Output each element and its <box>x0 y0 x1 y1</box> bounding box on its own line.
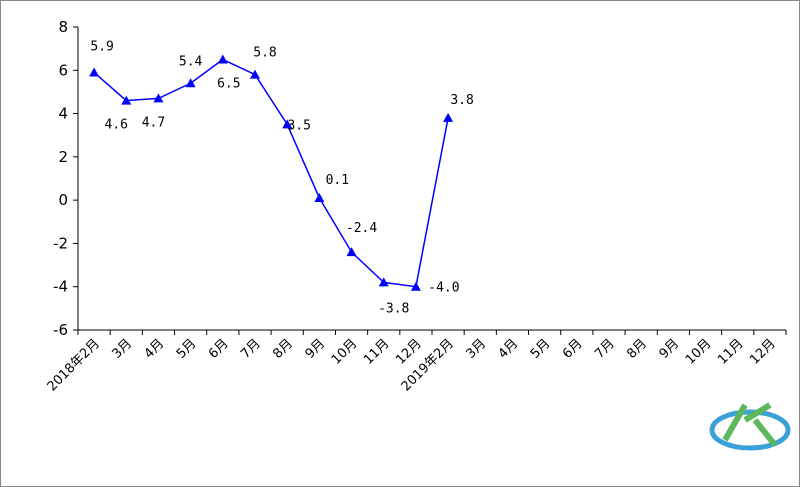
marker <box>89 67 100 77</box>
y-tick-label: 8 <box>58 18 68 36</box>
y-tick-label: 2 <box>58 148 68 166</box>
data-label: 6.5 <box>217 76 240 91</box>
data-label: 5.4 <box>179 54 203 69</box>
marker <box>378 277 389 287</box>
marker <box>443 112 454 122</box>
y-tick-label: 4 <box>58 105 68 123</box>
data-label: 3.5 <box>287 118 310 133</box>
y-tick-label: -2 <box>53 234 68 252</box>
data-label: -4.0 <box>428 281 459 296</box>
data-label: 5.8 <box>253 46 276 61</box>
marker <box>282 119 293 129</box>
data-label: 0.1 <box>326 173 349 188</box>
marker <box>346 247 357 257</box>
marker <box>121 95 132 105</box>
y-tick-label: -4 <box>53 278 68 296</box>
marker <box>250 69 260 79</box>
data-label: 5.9 <box>90 39 113 54</box>
marker <box>314 192 325 202</box>
line <box>93 58 449 288</box>
y-tick-label: 0 <box>58 191 68 209</box>
marker <box>185 78 196 88</box>
marker <box>217 54 228 64</box>
data-label: -3.8 <box>378 301 409 316</box>
y-tick-label: -6 <box>53 321 68 339</box>
marker <box>153 93 164 103</box>
y-tick-label: 6 <box>58 61 68 79</box>
data-label: 4.7 <box>142 115 165 130</box>
marker <box>410 281 421 291</box>
data-label: 4.6 <box>105 118 128 133</box>
data-label: -2.4 <box>346 221 377 236</box>
logo <box>709 402 791 451</box>
data-label: 3.8 <box>450 93 473 108</box>
